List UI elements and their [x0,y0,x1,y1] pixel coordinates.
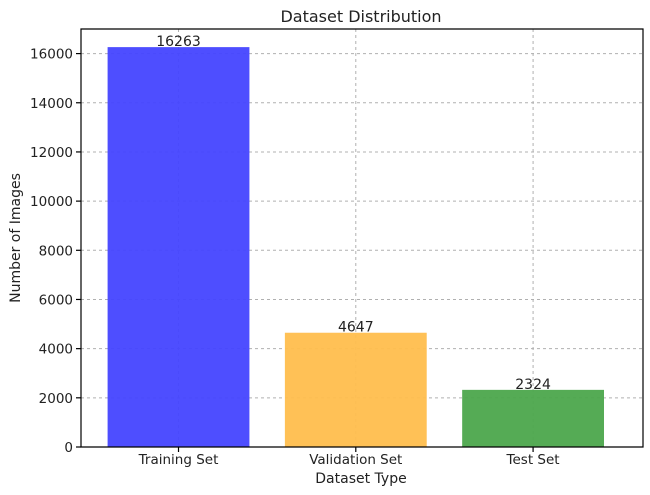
y-tick-label: 8000 [39,243,73,259]
y-tick-label: 12000 [30,145,73,161]
y-tick-label: 10000 [30,194,73,210]
bar-validation-set [284,332,427,447]
y-ticks: 0 2000 4000 6000 8000 10000 12000 14000 16000 [30,47,81,456]
x-tick-label: Training Set [138,452,219,468]
y-tick-label: 0 [64,440,73,456]
x-ticks: Training Set Validation Set Test Set [138,447,560,468]
bar-test-set [462,389,604,447]
y-axis-label: Number of Images [8,173,24,303]
data-labels: 16263 4647 2324 [156,34,551,393]
chart-title: Dataset Distribution [280,7,441,26]
data-label: 4647 [338,320,374,336]
y-tick-label: 16000 [30,47,73,63]
plot-frame [80,28,644,448]
y-tick-label: 6000 [39,292,73,308]
x-axis-label: Dataset Type [315,471,406,487]
x-tick-label: Validation Set [309,452,402,468]
y-tick-label: 14000 [30,96,73,112]
x-tick-label: Test Set [506,452,560,468]
y-tick-label: 2000 [39,391,73,407]
data-label: 2324 [515,377,551,393]
bars-layer [107,47,604,448]
y-tick-label: 4000 [39,342,73,358]
axes-layer [80,28,644,448]
data-label: 16263 [156,34,201,50]
bar-training-set [107,47,250,448]
